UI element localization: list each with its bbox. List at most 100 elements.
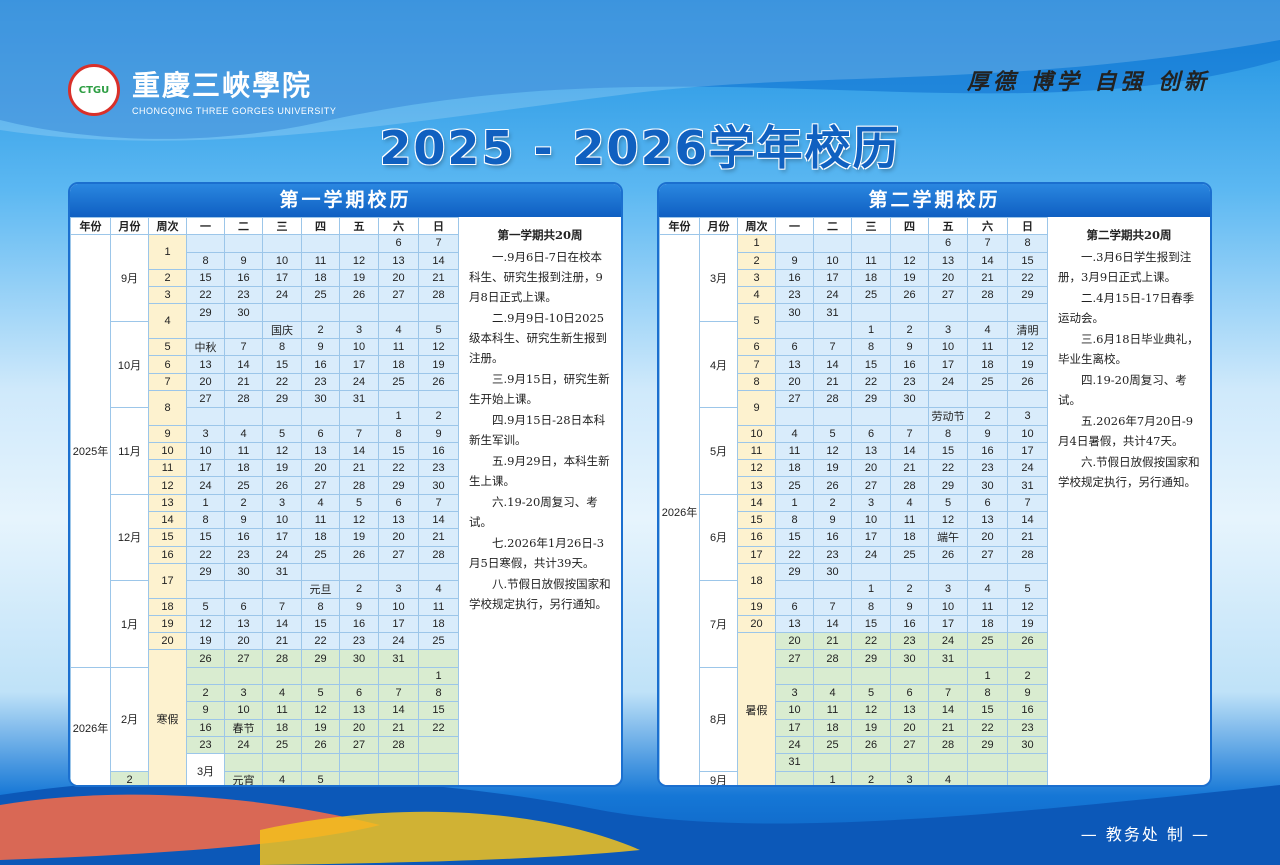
calendar-week-row: 17 29 30 31 [71,562,459,599]
day-cell [851,753,891,772]
day-cell: 14 [378,701,419,720]
week-number-cell: 20 [148,632,187,651]
day-cell: 13 [775,614,814,634]
day-cell: 14 [928,701,968,720]
day-cell: 28 [418,545,459,564]
day-cell: 12 [928,511,968,530]
day-cell [967,770,1008,785]
day-cell: 30 [339,649,379,668]
day-cell [339,666,379,686]
calendar-week-row: 6月 14 1 2 3 4 5 6 7 [660,493,1048,582]
week-number-cell: 6 [737,338,776,357]
day-cell [378,389,419,409]
day-cell [301,753,340,772]
day-cell: 23 [813,545,852,564]
day-cell: 6 [378,234,419,253]
calendar-week-row: 4月 1 2 3 4 清明 [660,320,1048,409]
day-cell: 30 [813,562,852,582]
week-number-cell: 8 [737,372,776,391]
semester2-panel: 第二学期校历 年份 月份 周次一二三四五六日 2026年 3月 1 6 7 8 2 9 10 11 12… [657,182,1212,787]
day-cell: 28 [378,735,419,755]
day-cell: 22 [928,459,968,478]
semester2-calendar-table: 年份 月份 周次一二三四五六日 2026年 3月 1 6 7 8 2 9 10 11 12 13 14 15 3… [659,216,1048,785]
school-seal-icon: CTGU [68,64,120,116]
day-cell: 8 [1007,234,1048,253]
day-cell: 3 [928,580,968,599]
month-cell: 7月 [699,580,738,668]
week-number-cell: 12 [737,459,776,478]
day-cell: 12 [851,701,891,720]
day-cell: 15 [967,701,1008,720]
note-item: 八.节假日放假按国家和学校规定执行，另行通知。 [469,577,611,611]
day-cell: 15 [301,614,340,634]
day-cell: 10 [851,511,891,530]
day-cell [890,303,929,322]
day-cell: 16 [224,528,263,547]
day-cell [967,753,1008,772]
month-cell: 10月 [110,320,149,409]
day-cell: 30 [775,303,814,322]
day-cell: 18 [418,614,459,634]
day-cell: 16 [224,268,263,288]
calendar-week-row: 16 22 23 24 25 26 27 28 [71,545,459,564]
day-cell: 22 [851,632,891,651]
day-cell: 9 [224,251,263,270]
day-cell: 5 [1007,580,1048,599]
calendar-week-row: 2 元宵 4 5 [71,770,459,785]
note-item: 七.2026年1月26日-3月5日寒假，共计39天。 [469,536,605,570]
calendar-week-row: 3 16 17 18 19 20 21 22 [660,268,1048,288]
day-cell: 21 [418,268,459,288]
column-header: 二 [224,216,263,236]
day-cell: 17 [928,355,968,374]
week-number-cell: 11 [148,459,187,478]
day-cell: 6 [967,493,1008,513]
day-cell [262,303,302,322]
day-cell: 3 [890,770,929,785]
day-cell: 10 [224,701,263,720]
day-cell: 22 [378,459,419,478]
day-cell: 29 [775,562,814,582]
day-cell: 13 [851,441,891,461]
day-cell: 12 [1007,597,1048,616]
day-cell: 12 [418,338,459,357]
day-cell: 4 [967,320,1008,340]
day-cell: 27 [378,286,419,305]
day-cell: 22 [418,718,459,737]
day-cell [262,234,302,253]
day-cell [928,562,968,582]
day-cell: 8 [967,684,1008,703]
week-number-cell: 9 [148,424,187,443]
day-cell: 19 [890,268,929,288]
column-header: 五 [339,216,379,236]
column-header: 三 [262,216,302,236]
day-cell: 14 [813,614,852,634]
day-cell [378,562,419,582]
day-cell: 15 [418,701,459,720]
day-cell: 31 [813,303,852,322]
day-cell: 18 [224,459,263,478]
week-number-cell: 9 [737,389,776,426]
day-cell: 2 [851,770,891,785]
day-cell: 15 [186,528,225,547]
calendar-week-row: 15 8 9 10 11 12 13 14 [660,511,1048,530]
school-motto: 厚德 博学 自强 创新 [967,69,1210,95]
day-cell [775,770,814,785]
day-cell: 17 [378,614,419,634]
column-header: 日 [418,216,459,236]
day-cell: 29 [378,476,419,495]
month-cell: 1月 [110,580,149,668]
day-cell: 6 [928,234,968,253]
day-cell: 15 [851,614,891,634]
day-cell: 16 [775,268,814,288]
note-item: 四.9月15日-28日本科新生军训。 [469,413,606,447]
day-cell: 28 [890,476,929,495]
semester1-calendar-table: 年份 月份 周次一二三四五六日 2025年 9月 1 6 7 8 9 10 11 12 13 14 2 15 1… [70,216,459,785]
day-cell: 16 [301,355,340,374]
week-number-cell: 寒假 [148,649,187,785]
day-cell: 16 [418,441,459,461]
day-cell [301,666,340,686]
day-cell: 8 [301,597,340,616]
column-header: 二 [813,216,852,236]
day-cell: 25 [775,476,814,495]
note-item: 三.9月15日，研究生新生开始上课。 [469,372,610,406]
